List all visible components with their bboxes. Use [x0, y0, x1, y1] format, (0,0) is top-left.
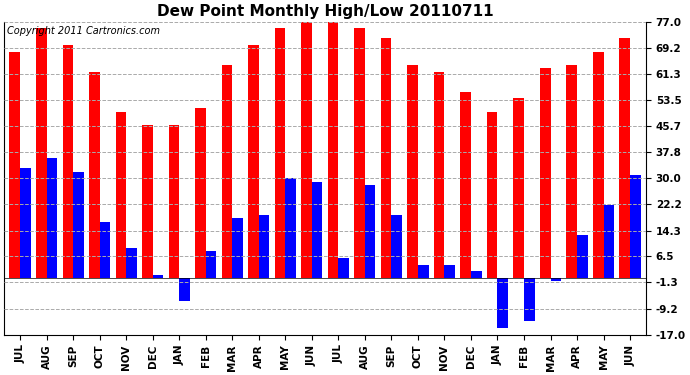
Bar	[593, 52, 604, 278]
Bar	[99, 222, 110, 278]
Bar	[540, 68, 551, 278]
Bar	[381, 38, 391, 278]
Bar	[179, 278, 190, 302]
Bar	[418, 265, 428, 278]
Bar	[471, 272, 482, 278]
Bar	[248, 45, 259, 278]
Bar	[259, 215, 269, 278]
Bar	[63, 45, 73, 278]
Bar	[20, 168, 30, 278]
Bar	[566, 65, 577, 278]
Bar	[604, 205, 614, 278]
Bar	[152, 275, 164, 278]
Bar	[620, 38, 630, 278]
Bar	[391, 215, 402, 278]
Bar	[285, 178, 296, 278]
Bar	[407, 65, 418, 278]
Bar	[302, 18, 312, 278]
Bar	[630, 175, 641, 278]
Title: Dew Point Monthly High/Low 20110711: Dew Point Monthly High/Low 20110711	[157, 4, 493, 19]
Bar	[487, 112, 497, 278]
Bar	[47, 158, 57, 278]
Bar	[221, 65, 233, 278]
Bar	[275, 28, 285, 278]
Text: Copyright 2011 Cartronics.com: Copyright 2011 Cartronics.com	[8, 26, 160, 36]
Bar	[312, 182, 322, 278]
Bar	[233, 218, 243, 278]
Bar	[206, 252, 217, 278]
Bar	[524, 278, 535, 321]
Bar	[328, 18, 338, 278]
Bar	[142, 125, 152, 278]
Bar	[338, 258, 349, 278]
Bar	[460, 92, 471, 278]
Bar	[365, 185, 375, 278]
Bar	[444, 265, 455, 278]
Bar	[36, 28, 47, 278]
Bar	[126, 248, 137, 278]
Bar	[434, 72, 444, 278]
Bar	[551, 278, 561, 282]
Bar	[89, 72, 99, 278]
Bar	[168, 125, 179, 278]
Bar	[354, 28, 365, 278]
Bar	[497, 278, 508, 328]
Bar	[73, 172, 83, 278]
Bar	[115, 112, 126, 278]
Bar	[10, 52, 20, 278]
Bar	[577, 235, 588, 278]
Bar	[513, 98, 524, 278]
Bar	[195, 108, 206, 278]
